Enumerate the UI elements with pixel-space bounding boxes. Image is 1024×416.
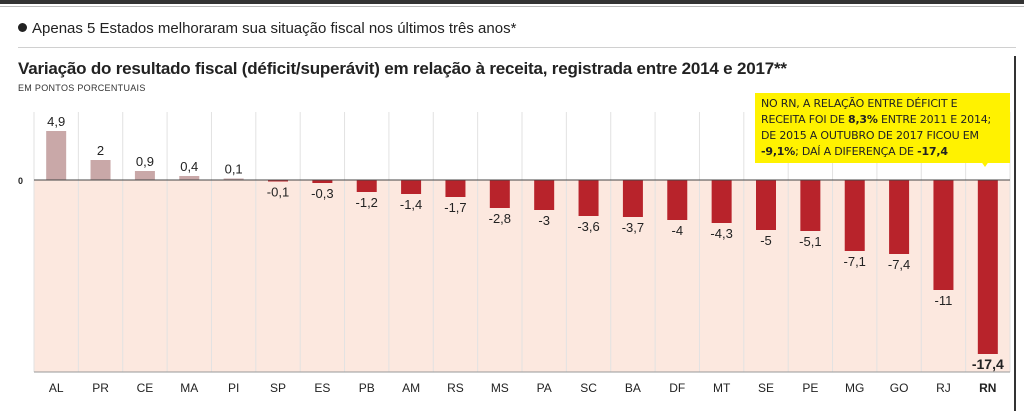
data-label-sc: -3,6 xyxy=(577,219,599,234)
data-label-mg: -7,1 xyxy=(844,254,866,269)
callout-line-2c: ENTRE 2011 E 2014; xyxy=(877,113,992,126)
data-label-mt: -4,3 xyxy=(710,226,732,241)
x-tick-label-rj: RJ xyxy=(936,381,951,395)
callout-line-3: DE 2015 A OUTUBRO DE 2017 FICOU EM xyxy=(761,129,979,142)
bar-mg xyxy=(844,180,865,251)
headline: Apenas 5 Estados melhoraram sua situação… xyxy=(18,20,516,37)
bar-rs xyxy=(445,180,466,197)
bar-mt xyxy=(711,180,732,223)
data-label-pe: -5,1 xyxy=(799,234,821,249)
bar-rn xyxy=(977,180,998,354)
bar-ba xyxy=(622,180,643,217)
x-tick-label-df: DF xyxy=(669,381,685,395)
data-label-df: -4 xyxy=(671,223,683,238)
x-tick-label-pr: PR xyxy=(92,381,109,395)
data-label-pa: -3 xyxy=(538,213,550,228)
bar-al xyxy=(46,131,67,180)
bar-se xyxy=(756,180,776,230)
data-label-ce: 0,9 xyxy=(136,154,154,169)
zero-tick-label: 0 xyxy=(18,176,23,186)
data-label-go: -7,4 xyxy=(888,257,910,272)
data-label-se: -5 xyxy=(760,233,772,248)
units-label: EM PONTOS PORCENTUAIS xyxy=(18,83,146,93)
x-tick-label-al: AL xyxy=(49,381,64,395)
x-tick-label-mg: MG xyxy=(845,381,864,395)
data-label-am: -1,4 xyxy=(400,197,422,212)
callout-value-2011-2014: 8,3% xyxy=(848,113,878,126)
bar-ce xyxy=(134,171,155,180)
sub-rule xyxy=(0,6,1024,7)
x-tick-label-am: AM xyxy=(402,381,420,395)
data-label-ma: 0,4 xyxy=(180,159,198,174)
data-label-rn: -17,4 xyxy=(972,356,1004,372)
bar-pi xyxy=(223,178,244,180)
x-tick-label-ms: MS xyxy=(491,381,509,395)
bar-ma xyxy=(179,176,200,180)
bar-df xyxy=(667,180,688,220)
bar-ms xyxy=(489,180,510,208)
callout-line-1: NO RN, A RELAÇÃO ENTRE DÉFICIT E xyxy=(761,97,958,110)
data-label-rs: -1,7 xyxy=(444,200,466,215)
callout-line-2a: RECEITA FOI DE xyxy=(761,113,848,126)
x-tick-label-pe: PE xyxy=(802,381,818,395)
x-tick-label-rn: RN xyxy=(979,381,996,395)
bar-pr xyxy=(90,160,111,180)
bar-sp xyxy=(268,180,288,182)
callout-line-4b: ; DAÍ A DIFERENÇA DE xyxy=(795,145,918,158)
data-label-rj: -11 xyxy=(935,293,953,308)
right-edge-rule xyxy=(1014,56,1016,411)
callout-value-2015-2017: -9,1% xyxy=(761,145,796,158)
bar-pb xyxy=(356,180,377,192)
callout-difference: -17,4 xyxy=(917,145,948,158)
bar-pa xyxy=(534,180,555,210)
data-label-ms: -2,8 xyxy=(489,211,511,226)
separator xyxy=(18,47,1016,48)
data-label-ba: -3,7 xyxy=(622,220,644,235)
bar-sc xyxy=(578,180,599,216)
data-label-sp: -0,1 xyxy=(267,185,289,200)
x-tick-label-ma: MA xyxy=(180,381,198,395)
x-tick-label-ba: BA xyxy=(625,381,641,395)
x-tick-label-pi: PI xyxy=(228,381,239,395)
x-tick-label-rs: RS xyxy=(447,381,464,395)
x-tick-label-go: GO xyxy=(890,381,909,395)
x-tick-label-ce: CE xyxy=(137,381,154,395)
x-tick-label-sc: SC xyxy=(580,381,597,395)
x-tick-label-pa: PA xyxy=(537,381,552,395)
chart-title: Variação do resultado fiscal (déficit/su… xyxy=(18,59,787,78)
bar-rj xyxy=(933,180,954,290)
bar-am xyxy=(401,180,422,194)
data-label-pb: -1,2 xyxy=(356,195,378,210)
data-label-al: 4,9 xyxy=(47,114,65,129)
data-label-es: -0,3 xyxy=(311,186,333,201)
bar-pe xyxy=(800,180,821,231)
bar-es xyxy=(312,180,333,183)
rn-callout: NO RN, A RELAÇÃO ENTRE DÉFICIT E RECEITA… xyxy=(755,93,1010,163)
x-tick-label-es: ES xyxy=(314,381,330,395)
bullet-icon xyxy=(18,23,27,32)
headline-text: Apenas 5 Estados melhoraram sua situação… xyxy=(32,20,517,37)
callout-pointer xyxy=(978,157,992,167)
x-tick-label-sp: SP xyxy=(270,381,286,395)
top-rule xyxy=(0,0,1024,4)
bar-go xyxy=(889,180,910,254)
x-tick-label-mt: MT xyxy=(713,381,731,395)
data-label-pi: 0,1 xyxy=(225,162,243,177)
data-label-pr: 2 xyxy=(97,143,104,158)
x-tick-label-se: SE xyxy=(758,381,774,395)
x-tick-label-pb: PB xyxy=(359,381,375,395)
